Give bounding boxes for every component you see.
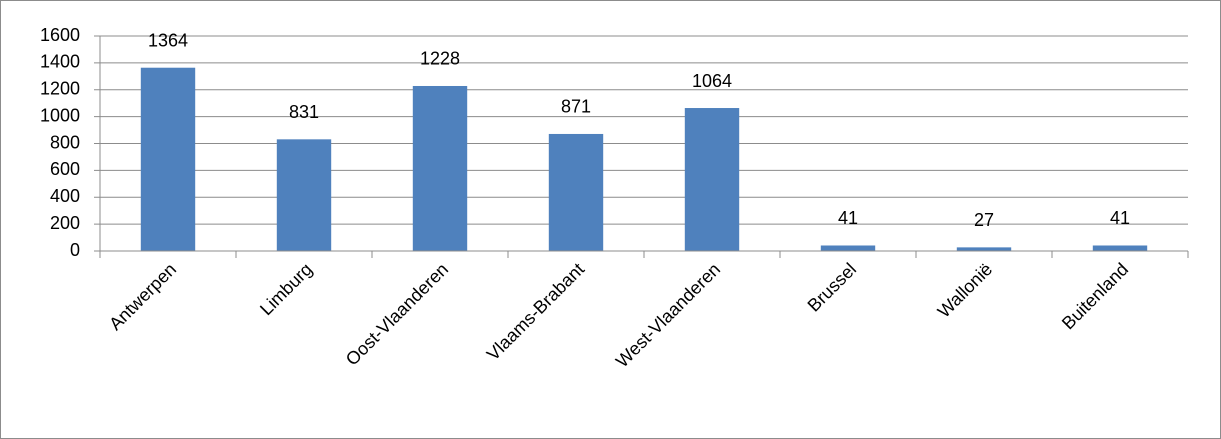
y-tick-label: 1200 <box>40 79 80 99</box>
bar <box>140 67 196 252</box>
y-tick-label: 600 <box>50 159 80 179</box>
y-tick-label: 1000 <box>40 105 80 125</box>
data-label: 1064 <box>692 71 732 91</box>
bar <box>956 247 1012 251</box>
y-tick-label: 800 <box>50 132 80 152</box>
data-label: 27 <box>974 210 994 230</box>
data-label: 871 <box>561 97 591 117</box>
y-tick-label: 1400 <box>40 52 80 72</box>
data-label: 1364 <box>148 30 188 50</box>
data-label: 41 <box>1110 208 1130 228</box>
y-tick-label: 200 <box>50 213 80 233</box>
data-label: 831 <box>289 102 319 122</box>
y-tick-label: 0 <box>70 240 80 260</box>
bar <box>1092 245 1148 251</box>
bar <box>548 133 604 251</box>
bar <box>276 139 332 251</box>
bar <box>820 245 876 251</box>
bar <box>412 85 468 251</box>
data-label: 41 <box>838 208 858 228</box>
data-label: 1228 <box>420 49 460 69</box>
y-tick-label: 400 <box>50 186 80 206</box>
y-tick-label: 1600 <box>40 25 80 45</box>
bar <box>684 108 740 252</box>
